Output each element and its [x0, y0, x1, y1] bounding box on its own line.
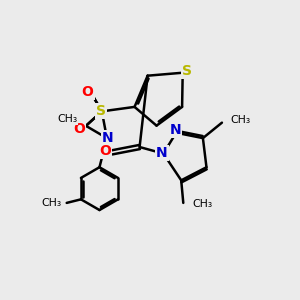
Text: S: S — [182, 64, 192, 78]
Text: N: N — [156, 146, 168, 160]
Text: CH₃: CH₃ — [41, 198, 61, 208]
Text: S: S — [96, 104, 106, 118]
Text: N: N — [102, 131, 113, 145]
Text: O: O — [73, 122, 85, 136]
Text: CH₃: CH₃ — [57, 114, 77, 124]
Text: O: O — [82, 85, 94, 99]
Text: CH₃: CH₃ — [230, 115, 250, 125]
Text: CH₃: CH₃ — [192, 200, 212, 209]
Text: N: N — [170, 123, 182, 137]
Text: O: O — [100, 144, 111, 158]
